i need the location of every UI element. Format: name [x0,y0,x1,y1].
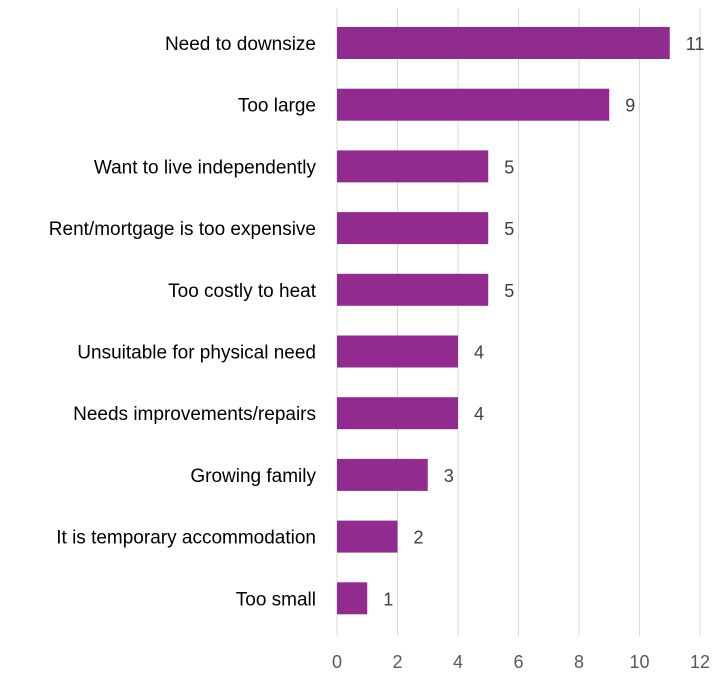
data-label: 2 [414,528,424,548]
x-tick-label: 10 [629,652,649,672]
category-label: Too small [236,589,316,610]
bar [337,27,670,59]
bars [337,27,670,615]
x-tick-label: 6 [513,652,523,672]
x-tick-label: 0 [332,652,342,672]
category-label: Growing family [190,466,316,487]
data-label: 5 [504,219,514,239]
category-label: Want to live independently [94,157,317,178]
bar [337,212,489,245]
x-tick-label: 4 [453,652,463,672]
x-tick-label: 2 [392,652,402,672]
category-label: Need to downsize [165,34,316,55]
category-label: Needs improvements/repairs [73,404,316,425]
x-tick-label: 8 [574,652,584,672]
bar [337,458,428,491]
category-label: Too costly to heat [168,281,317,302]
category-label: Too large [238,96,316,117]
data-label: 1 [383,589,393,609]
data-label: 3 [444,466,454,486]
x-tick-label: 12 [690,652,710,672]
category-label: Unsuitable for physical need [77,343,316,364]
bar [337,335,458,368]
bar [337,273,489,306]
bar [337,520,398,553]
data-label: 5 [504,281,514,301]
data-label: 11 [686,34,705,54]
bar [337,88,610,121]
bar [337,582,368,615]
data-label: 4 [474,343,484,363]
data-labels: 11 9 5 5 5 4 4 3 2 1 [383,34,704,609]
bar [337,397,458,430]
data-label: 4 [474,404,484,424]
bar [337,150,489,183]
category-label: It is temporary accommodation [56,528,316,549]
data-label: 5 [504,157,514,177]
x-axis-ticks: 0 2 4 6 8 10 12 [332,652,710,672]
data-label: 9 [625,96,635,116]
category-label: Rent/mortgage is too expensive [49,219,316,240]
category-labels: Need to downsize Too large Want to live in… [49,34,317,610]
